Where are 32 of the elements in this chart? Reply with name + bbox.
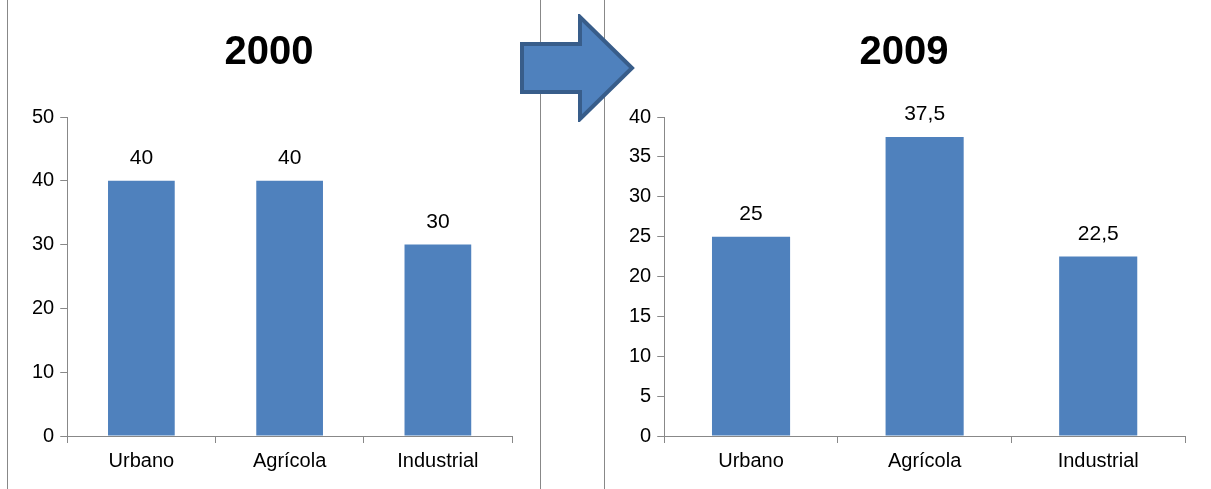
y-tick-label: 10 <box>32 359 55 382</box>
data-label: 30 <box>426 208 450 232</box>
bar <box>1059 256 1138 436</box>
x-tick-label: Urbano <box>108 448 175 471</box>
chart-title: 2000 <box>224 28 314 73</box>
data-label: 40 <box>129 145 154 169</box>
y-tick-label: 40 <box>32 168 55 191</box>
bar <box>711 236 791 436</box>
data-label: 25 <box>739 200 763 224</box>
y-tick-label: 0 <box>640 423 652 446</box>
x-tick-label: Urbano <box>718 448 784 471</box>
x-tick-label: Industrial <box>397 448 479 471</box>
y-tick-label: 20 <box>32 295 55 318</box>
y-tick-label: 25 <box>629 224 652 247</box>
y-tick-label: 50 <box>32 104 55 127</box>
data-label: 37,5 <box>904 101 946 125</box>
y-tick-label: 30 <box>32 232 55 255</box>
y-tick-label: 30 <box>629 184 652 207</box>
chart-title: 2009 <box>859 28 949 73</box>
x-tick-label: Industrial <box>1057 448 1139 471</box>
y-tick-label: 40 <box>629 104 652 127</box>
y-tick-label: 20 <box>629 264 652 287</box>
y-tick-label: 15 <box>629 303 652 326</box>
y-tick-label: 0 <box>43 423 55 446</box>
y-tick-label: 35 <box>629 144 652 167</box>
bar <box>885 136 964 436</box>
data-label: 22,5 <box>1077 220 1119 244</box>
y-tick-label: 10 <box>629 343 652 366</box>
x-tick-label: Agrícola <box>887 448 963 471</box>
data-label: 40 <box>277 145 302 169</box>
y-tick-label: 5 <box>640 383 652 406</box>
x-tick-label: Agrícola <box>252 448 328 471</box>
